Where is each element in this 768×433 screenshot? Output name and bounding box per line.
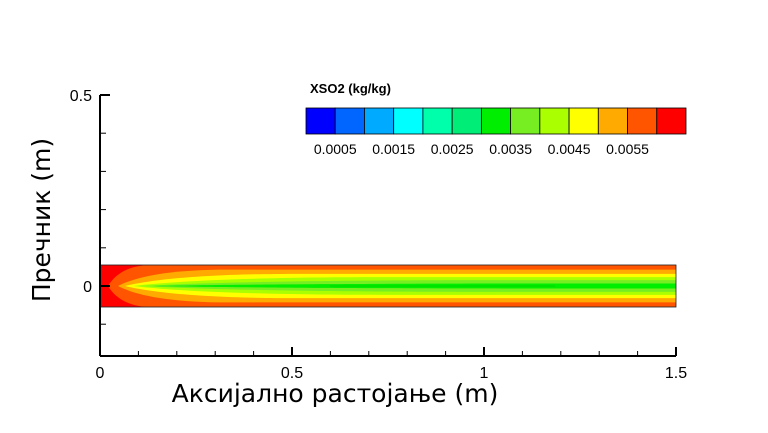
contour-field <box>99 264 677 308</box>
x-axis-label: Аксијално растојање (m) <box>172 379 499 408</box>
colorbar: XSO2 (kg/kg) 0.0005 0.0015 0.0025 0.0035 0.00… <box>305 81 687 157</box>
x-tick-label: 0 <box>96 365 105 382</box>
colorbar-swatch <box>568 107 599 135</box>
colorbar-swatch <box>480 107 512 135</box>
colorbar-swatch <box>451 107 482 135</box>
colorbar-swatch <box>510 107 541 135</box>
colorbar-swatch <box>539 107 570 135</box>
colorbar-swatch <box>627 107 658 135</box>
y-tick-label: 0 <box>83 279 92 296</box>
colorbar-tick-label: 0.0055 <box>606 141 649 157</box>
colorbar-tick-label: 0.0025 <box>431 141 474 157</box>
colorbar-swatch <box>393 107 424 135</box>
colorbar-tick-label: 0.0035 <box>489 141 532 157</box>
colorbar-title: XSO2 (kg/kg) <box>310 81 391 96</box>
colorbar-swatch <box>422 107 453 135</box>
colorbar-swatch <box>656 107 687 135</box>
colorbar-swatch <box>305 107 336 135</box>
x-tick-label: 0.5 <box>281 365 303 382</box>
colorbar-swatch <box>364 107 395 135</box>
x-tick-label: 1.5 <box>665 365 687 382</box>
y-tick-label: 0.5 <box>70 88 92 105</box>
y-axis-label: Пречник (m) <box>27 138 56 302</box>
colorbar-tick-label: 0.0015 <box>372 141 415 157</box>
x-tick-label: 1 <box>480 365 489 382</box>
colorbar-tick-label: 0.0005 <box>314 141 357 157</box>
colorbar-tick-label: 0.0045 <box>548 141 591 157</box>
colorbar-swatch <box>334 107 365 135</box>
colorbar-swatch <box>597 107 628 135</box>
